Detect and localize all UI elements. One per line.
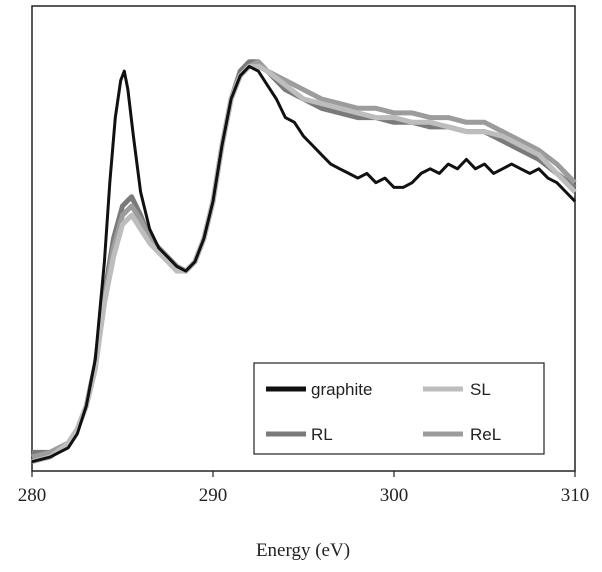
x-tick-label-290: 290: [199, 485, 228, 506]
legend-label-graphite: graphite: [311, 380, 372, 399]
tick-layer: 280 290 300 310: [18, 471, 590, 506]
x-axis-title: Energy (eV): [256, 540, 350, 561]
legend: graphite SL RL ReL: [253, 362, 545, 455]
legend-label-rel: ReL: [470, 425, 501, 444]
legend-label-rl: RL: [311, 425, 333, 444]
x-tick-label-310: 310: [561, 485, 590, 506]
legend-label-sl: SL: [470, 380, 491, 399]
x-tick-label-300: 300: [380, 485, 409, 506]
x-tick-label-280: 280: [18, 485, 47, 506]
series-line-graphite: [31, 64, 577, 464]
series-layer: [31, 59, 577, 465]
legend-box: [253, 362, 545, 455]
